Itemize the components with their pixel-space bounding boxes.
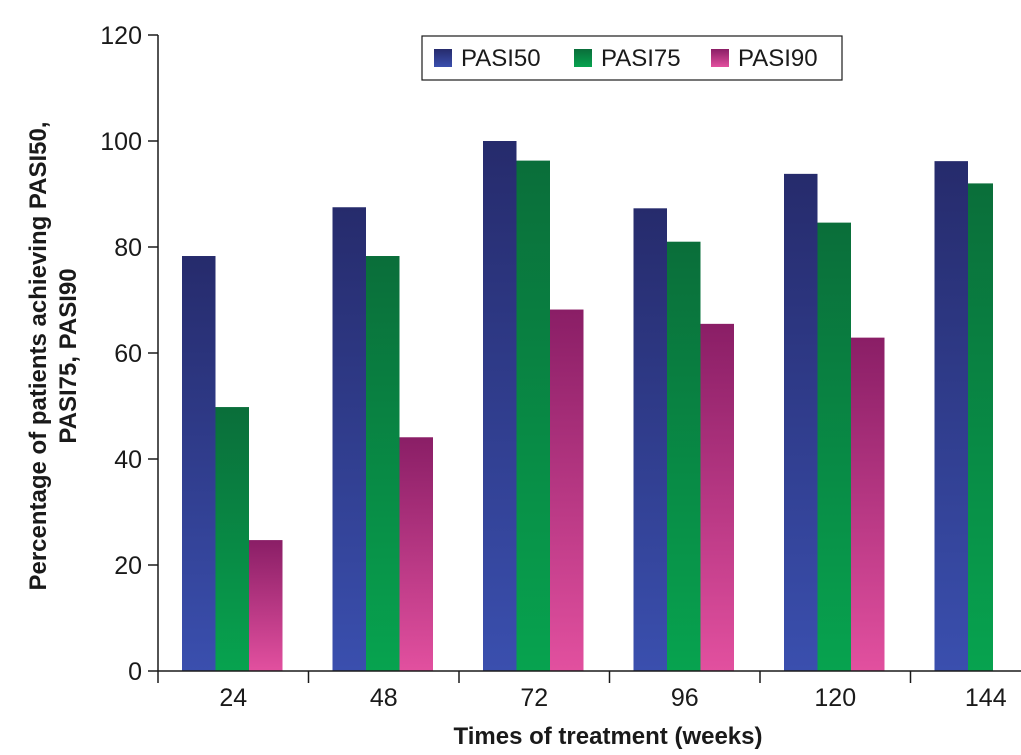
bar-pasi75-144 <box>968 183 993 671</box>
x-axis: 24 48 72 96 120 144 <box>157 670 1021 712</box>
y-tick-label-120: 120 <box>100 22 142 50</box>
bar-pasi50-96 <box>633 208 667 671</box>
x-tick-label-144: 144 <box>965 684 1007 712</box>
bar-pasi90-24 <box>249 540 283 671</box>
legend-label-pasi50: PASI50 <box>461 45 541 72</box>
y-tick-label-100: 100 <box>100 128 142 156</box>
y-axis: 0 20 40 60 80 100 120 <box>100 22 159 686</box>
y-axis-title-line2: PASI75, PASI90 <box>55 268 82 443</box>
bar-pasi75-48 <box>366 256 400 671</box>
x-tick-label-48: 48 <box>370 684 398 712</box>
legend: PASI50 PASI75 PASI90 <box>421 35 843 81</box>
x-tick-label-120: 120 <box>814 684 856 712</box>
bar-pasi90-48 <box>399 437 433 671</box>
bar-pasi50-120 <box>784 173 818 672</box>
y-tick-label-40: 40 <box>114 446 142 474</box>
legend-label-pasi90: PASI90 <box>738 45 818 72</box>
legend-label-pasi75: PASI75 <box>601 45 681 72</box>
y-tick-label-80: 80 <box>114 234 142 262</box>
bar-pasi75-72 <box>516 160 550 672</box>
bar-pasi50-24 <box>182 256 216 671</box>
legend-swatch-pasi50 <box>434 49 452 67</box>
y-tick-label-60: 60 <box>114 340 142 368</box>
bar-pasi50-144 <box>934 161 968 671</box>
y-tick-label-0: 0 <box>128 658 142 686</box>
x-tick-label-96: 96 <box>671 684 699 712</box>
y-tick-label-20: 20 <box>114 552 142 580</box>
bar-pasi50-48 <box>332 207 366 671</box>
legend-swatch-pasi90 <box>711 49 729 67</box>
x-axis-title: Times of treatment (weeks) <box>454 723 763 750</box>
bar-pasi75-96 <box>667 241 701 671</box>
y-axis-title: Percentage of patients achieving PASI50,… <box>25 121 82 590</box>
bar-pasi90-72 <box>550 309 584 671</box>
bar-pasi90-96 <box>700 323 734 671</box>
bar-pasi90-120 <box>851 337 885 671</box>
bar-pasi50-72 <box>483 141 517 671</box>
legend-box <box>421 35 843 81</box>
x-tick-label-72: 72 <box>520 684 548 712</box>
bar-pasi75-120 <box>817 222 851 671</box>
bar-pasi75-24 <box>215 407 249 671</box>
bars-group <box>182 141 993 672</box>
y-axis-title-line1: Percentage of patients achieving PASI50, <box>25 121 52 590</box>
x-tick-label-24: 24 <box>219 684 247 712</box>
legend-swatch-pasi75 <box>574 49 592 67</box>
